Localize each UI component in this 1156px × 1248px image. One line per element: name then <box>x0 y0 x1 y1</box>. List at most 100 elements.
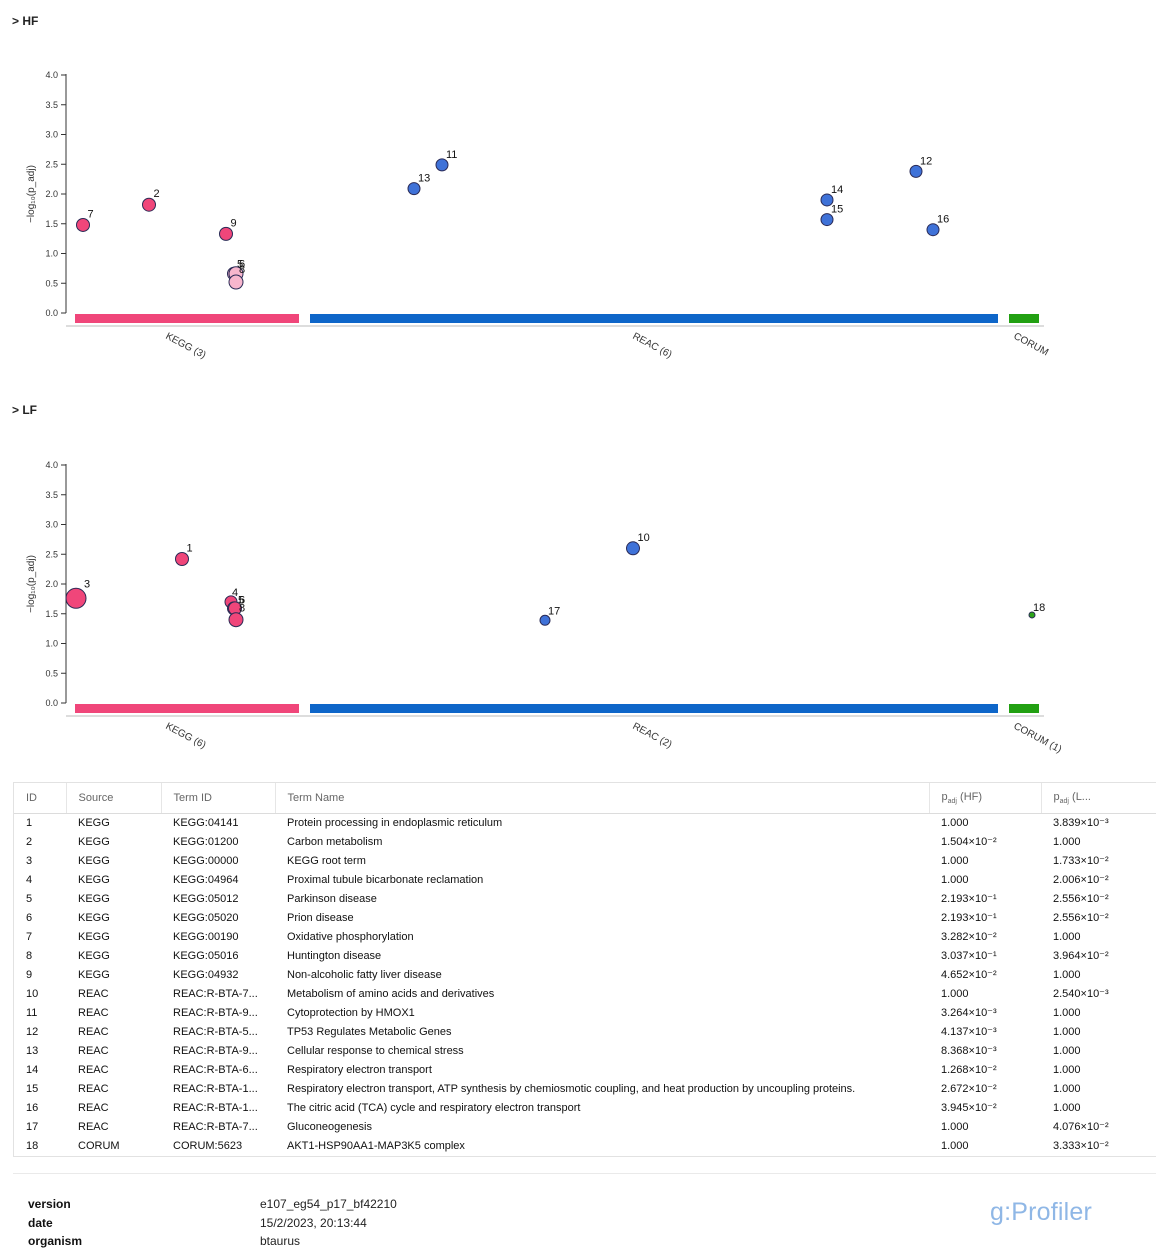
data-point-8[interactable] <box>228 612 244 628</box>
table-row[interactable]: 3 KEGG KEGG:00000 KEGG root term 1.000 1.733×… <box>14 852 1156 871</box>
table-cell: 1.000 <box>1053 1064 1081 1076</box>
table-cell: 2.672×10⁻² <box>941 1083 997 1095</box>
organism-value: btaurus <box>260 1234 301 1248</box>
table-cell: AKT1-HSP90AA1-MAP3K5 complex <box>287 1140 465 1152</box>
data-point-16[interactable] <box>926 223 940 237</box>
y-tick-label: 0.0 <box>45 308 58 318</box>
table-row[interactable]: 14 REAC REAC:R-BTA-6... Respiratory electro… <box>14 1061 1156 1080</box>
results-table: ID Source Term ID Term Name padj (HF) padj (L… <box>13 782 1156 1157</box>
source-label-kegg: KEGG (6) <box>164 721 208 751</box>
table-row[interactable]: 12 REAC REAC:R-BTA-5... TP53 Regulates Meta… <box>14 1023 1156 1042</box>
gprofiler-logo[interactable]: g:Profiler <box>990 1198 1093 1226</box>
table-cell: REAC:R-BTA-5... <box>173 1026 258 1038</box>
point-label-8: 8 <box>239 603 245 615</box>
y-tick-label: 3.5 <box>45 100 58 110</box>
table-cell: KEGG:01200 <box>173 836 239 848</box>
data-point-15[interactable] <box>820 213 834 227</box>
table-cell: REAC:R-BTA-9... <box>173 1007 258 1019</box>
y-tick-label: 1.0 <box>45 249 58 259</box>
data-point-17[interactable] <box>539 614 551 626</box>
table-row[interactable]: 8 KEGG KEGG:05016 Huntington disease 3.037×1… <box>14 947 1156 966</box>
plot-svg-lf: 0.0 0.5 1.0 1.5 2.0 2.5 3.0 3.5 4.0 −log₁₀(p_adj)… <box>26 460 1063 755</box>
table-cell: KEGG:04141 <box>173 817 239 829</box>
y-axis-label: −log₁₀(p_adj) <box>26 165 37 223</box>
table-row[interactable]: 9 KEGG KEGG:04932 Non-alcoholic fatty liver… <box>14 966 1156 985</box>
table-cell: 2.006×10⁻² <box>1053 874 1109 886</box>
data-point-3[interactable] <box>65 587 87 609</box>
table-cell: Metabolism of amino acids and derivative… <box>287 988 495 1000</box>
table-cell: Huntington disease <box>287 950 382 962</box>
y-tick-label: 2.0 <box>45 189 58 199</box>
point-label-13: 13 <box>418 173 430 185</box>
table-cell: 1.733×10⁻² <box>1053 855 1109 867</box>
y-tick-label: 2.0 <box>45 579 58 589</box>
source-bar-kegg <box>75 314 299 323</box>
data-point-8[interactable] <box>228 274 244 290</box>
data-point-14[interactable] <box>820 193 834 207</box>
source-bar-corum <box>1009 704 1039 713</box>
table-row[interactable]: 16 REAC REAC:R-BTA-1... The citric acid (TC… <box>14 1099 1156 1118</box>
table-cell: REAC:R-BTA-7... <box>173 988 258 1000</box>
table-row[interactable]: 2 KEGG KEGG:01200 Carbon metabolism 1.504×10… <box>14 833 1156 852</box>
table-row[interactable]: 15 REAC REAC:R-BTA-1... Respiratory electro… <box>14 1080 1156 1099</box>
table-row[interactable]: 5 KEGG KEGG:05012 Parkinson disease 2.193×10… <box>14 890 1156 909</box>
table-cell: Gluconeogenesis <box>287 1121 373 1133</box>
table-row[interactable]: 11 REAC REAC:R-BTA-9... Cytoprotection by H… <box>14 1004 1156 1023</box>
point-label-4: 4 <box>232 587 238 599</box>
table-cell: 3.264×10⁻³ <box>941 1007 997 1019</box>
y-tick-label: 0.5 <box>45 668 58 678</box>
y-tick-label: 1.0 <box>45 639 58 649</box>
table-cell: REAC:R-BTA-9... <box>173 1045 258 1057</box>
table-cell: KEGG:00190 <box>173 931 239 943</box>
table-cell: 4.652×10⁻² <box>941 969 997 981</box>
table-row[interactable]: 1 KEGG KEGG:04141 Protein processing in end… <box>14 814 1156 834</box>
data-point-10[interactable] <box>626 541 640 556</box>
table-cell: 17 <box>26 1121 39 1133</box>
table-row[interactable]: 10 REAC REAC:R-BTA-7... Metabolism of amino… <box>14 985 1156 1004</box>
column-header-2[interactable]: Term ID <box>160 783 275 814</box>
table-cell: 1.268×10⁻² <box>941 1064 997 1076</box>
point-label-14: 14 <box>831 184 843 196</box>
manhattan-plot-lf: 0.0 0.5 1.0 1.5 2.0 2.5 3.0 3.5 4.0 −log₁₀(p_adj)… <box>0 440 1156 780</box>
table-row[interactable]: 6 KEGG KEGG:05020 Prion disease 2.193×10⁻¹ 2.… <box>14 909 1156 928</box>
version-label: version <box>28 1197 71 1211</box>
table-cell: CORUM <box>78 1140 120 1152</box>
data-point-2[interactable] <box>142 197 156 212</box>
table-row[interactable]: 7 KEGG KEGG:00190 Oxidative phosphorylation… <box>14 928 1156 947</box>
table-cell: 18 <box>26 1140 39 1152</box>
table-cell: 1.000 <box>941 855 969 867</box>
column-header-1[interactable]: Source <box>65 783 161 814</box>
panel-title-hf: > HF <box>12 14 39 28</box>
table-row[interactable]: 4 KEGG KEGG:04964 Proximal tubule bicarbona… <box>14 871 1156 890</box>
data-point-12[interactable] <box>909 164 923 178</box>
column-header-5[interactable]: padj (L... <box>1040 783 1156 814</box>
table-row[interactable]: 18 CORUM CORUM:5623 AKT1-HSP90AA1-MAP3K5 co… <box>14 1137 1156 1156</box>
data-point-9[interactable] <box>219 226 233 241</box>
data-point-18[interactable] <box>1028 611 1036 619</box>
table-cell: KEGG <box>78 855 110 867</box>
point-label-5: 5 <box>238 594 244 606</box>
data-point-13[interactable] <box>407 182 421 196</box>
data-point-7[interactable] <box>76 217 90 232</box>
column-header-4[interactable]: padj (HF) <box>928 783 1041 814</box>
table-cell: REAC <box>78 1064 109 1076</box>
table-cell: 2.556×10⁻² <box>1053 893 1109 905</box>
table-cell: 16 <box>26 1102 39 1114</box>
table-cell: 5 <box>26 893 33 905</box>
column-header-0[interactable]: ID <box>14 783 66 814</box>
table-cell: KEGG <box>78 874 110 886</box>
data-point-11[interactable] <box>435 158 449 172</box>
data-point-1[interactable] <box>175 552 189 567</box>
table-cell: 14 <box>26 1064 39 1076</box>
table-header-row: ID Source Term ID Term Name padj (HF) padj (L… <box>14 783 1156 814</box>
table-row[interactable]: 17 REAC REAC:R-BTA-7... Gluconeogenesis 1.00… <box>14 1118 1156 1137</box>
table-cell: The citric acid (TCA) cycle and respirat… <box>287 1102 581 1114</box>
table-cell: 1.000 <box>1053 1007 1081 1019</box>
table-cell: 2.193×10⁻¹ <box>941 893 997 905</box>
y-tick-label: 1.5 <box>45 609 58 619</box>
y-tick-label: 0.5 <box>45 278 58 288</box>
table-row[interactable]: 13 REAC REAC:R-BTA-9... Cellular response t… <box>14 1042 1156 1061</box>
column-header-3[interactable]: Term Name <box>274 783 929 814</box>
source-bar-corum <box>1009 314 1039 323</box>
point-label-16: 16 <box>937 214 949 226</box>
